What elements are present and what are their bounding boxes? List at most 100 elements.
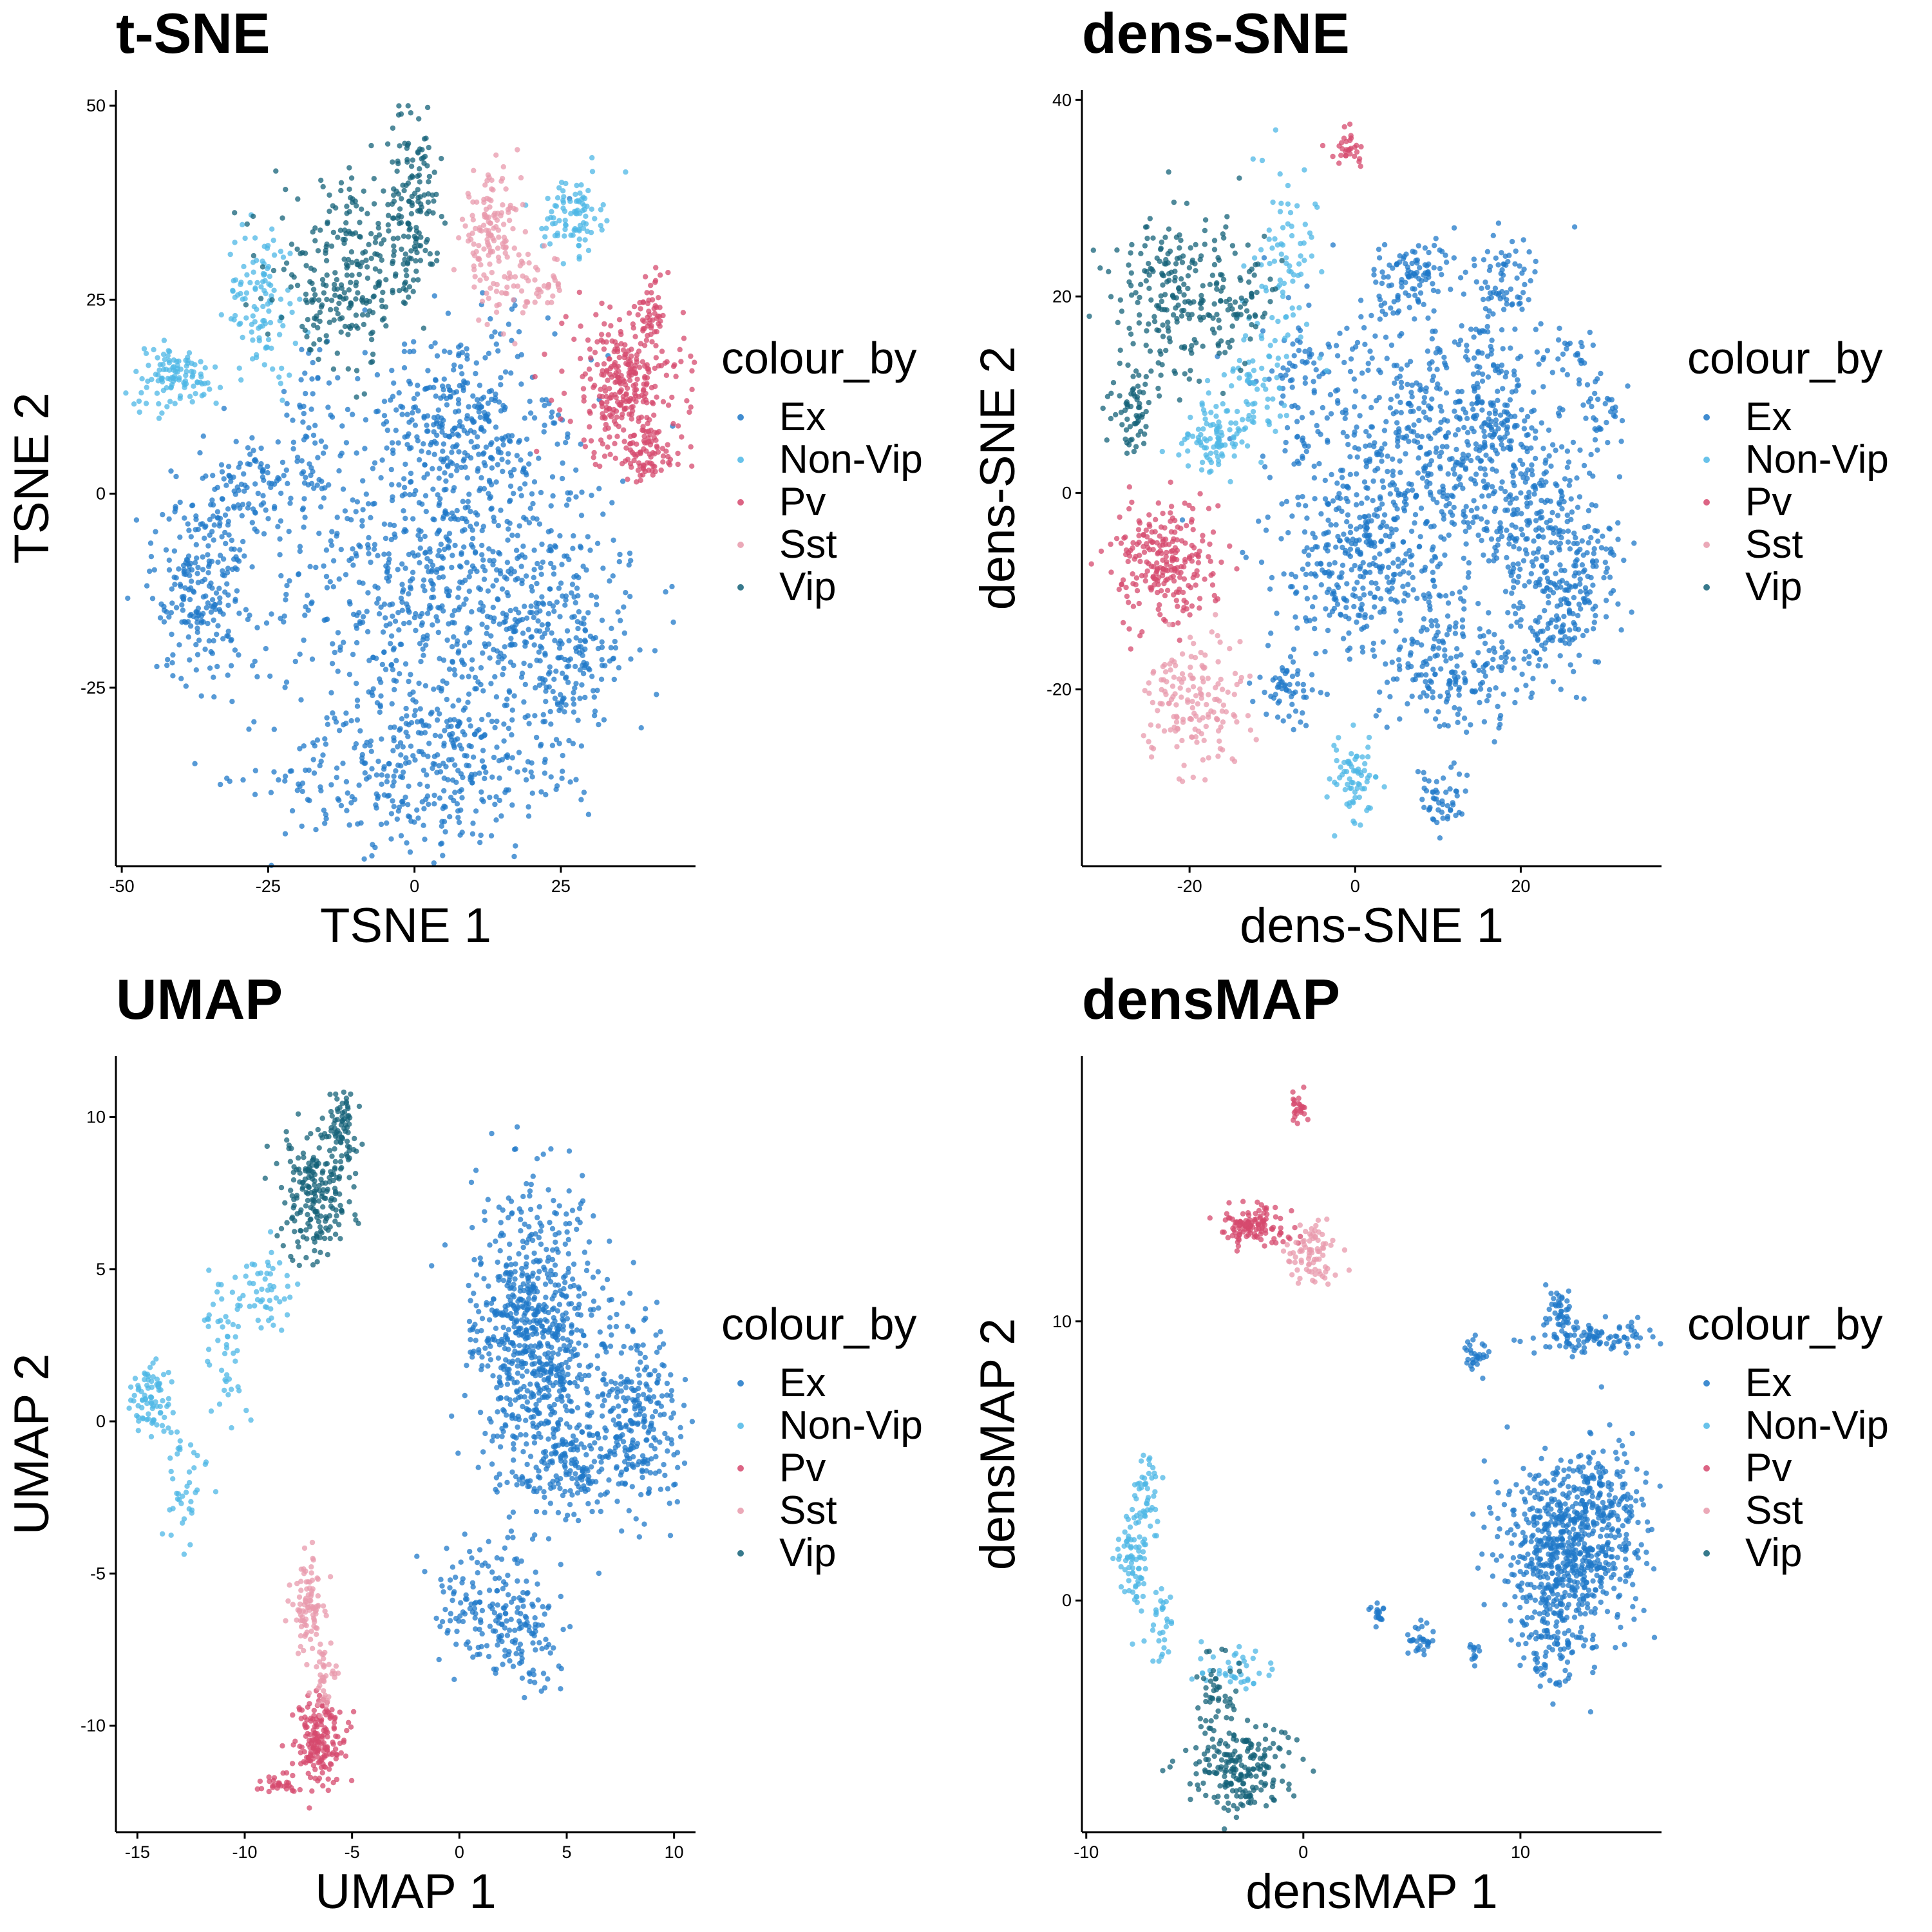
- point-ex: [435, 605, 441, 611]
- point-ex: [1452, 674, 1457, 680]
- point-sst: [493, 152, 499, 158]
- point-sst: [484, 321, 490, 328]
- point-ex: [204, 605, 209, 611]
- point-ex: [1533, 556, 1539, 562]
- point-ex: [300, 506, 307, 511]
- point-vip: [330, 366, 337, 372]
- point-ex: [1354, 339, 1361, 346]
- point-ex: [1293, 574, 1299, 580]
- point-ex: [1331, 605, 1338, 612]
- point-vip: [323, 283, 329, 289]
- point-ex: [149, 596, 156, 601]
- point-ex: [1343, 605, 1349, 611]
- point-ex: [497, 797, 502, 804]
- point-ex: [1417, 290, 1424, 296]
- point-ex: [1533, 527, 1539, 533]
- point-ex: [1313, 573, 1319, 579]
- x-tick-label: -25: [256, 876, 281, 896]
- point-ex: [408, 470, 414, 477]
- point-vip: [417, 258, 424, 263]
- point-non-vip: [240, 296, 245, 302]
- point-ex: [393, 407, 399, 413]
- point-ex: [211, 674, 216, 680]
- point-ex: [324, 715, 330, 721]
- point-vip: [383, 277, 389, 283]
- point-ex: [587, 547, 593, 553]
- point-vip: [341, 240, 347, 246]
- point-non-vip: [217, 384, 223, 390]
- point-ex: [522, 481, 528, 487]
- point-ex: [301, 403, 307, 410]
- point-ex: [1574, 550, 1580, 556]
- point-ex: [390, 798, 395, 804]
- point-sst: [502, 250, 508, 256]
- point-ex: [609, 500, 615, 506]
- point-ex: [628, 558, 634, 564]
- point-vip: [410, 157, 415, 163]
- point-ex: [1361, 394, 1367, 400]
- point-ex: [437, 769, 444, 775]
- point-ex: [559, 699, 565, 705]
- point-pv: [616, 317, 623, 323]
- point-ex: [427, 384, 433, 390]
- point-ex: [164, 662, 170, 668]
- point-ex: [444, 402, 450, 408]
- point-sst: [488, 220, 494, 226]
- point-ex: [401, 587, 406, 592]
- point-ex: [1409, 383, 1415, 388]
- point-ex: [1414, 672, 1419, 678]
- point-non-vip: [137, 409, 142, 415]
- point-ex: [1371, 444, 1377, 450]
- point-ex: [1532, 269, 1538, 275]
- point-ex: [476, 585, 482, 591]
- point-vip: [346, 287, 352, 293]
- point-non-vip: [201, 392, 207, 397]
- point-ex: [400, 744, 406, 750]
- point-ex: [455, 397, 462, 402]
- point-non-vip: [207, 386, 213, 392]
- point-pv: [558, 416, 564, 422]
- point-sst: [550, 293, 556, 299]
- point-ex: [1312, 544, 1318, 550]
- point-ex: [1464, 439, 1470, 445]
- point-ex: [194, 625, 200, 631]
- point-ex: [233, 554, 239, 560]
- point-ex: [283, 591, 289, 598]
- point-ex: [1490, 442, 1495, 448]
- point-ex: [469, 831, 476, 837]
- point-ex: [495, 446, 501, 452]
- point-ex: [479, 621, 485, 627]
- point-ex: [383, 667, 389, 672]
- point-pv: [659, 348, 665, 354]
- point-pv: [578, 323, 583, 329]
- point-ex: [1390, 572, 1397, 578]
- point-pv: [620, 347, 627, 353]
- point-ex: [233, 439, 239, 444]
- point-ex: [589, 674, 595, 679]
- point-ex: [1321, 531, 1327, 537]
- point-sst: [494, 217, 500, 223]
- point-ex: [444, 696, 450, 703]
- point-ex: [166, 567, 173, 573]
- point-ex: [591, 694, 597, 700]
- point-ex: [198, 620, 204, 626]
- point-ex: [476, 409, 482, 415]
- point-non-vip: [573, 191, 578, 197]
- point-ex: [553, 668, 559, 674]
- point-ex: [1397, 333, 1403, 339]
- point-pv: [591, 403, 597, 409]
- point-ex: [464, 630, 469, 636]
- point-ex: [301, 637, 307, 643]
- point-ex: [329, 529, 335, 535]
- point-pv: [591, 450, 597, 456]
- point-non-vip: [139, 376, 145, 382]
- point-ex: [1421, 616, 1427, 622]
- point-ex: [186, 527, 192, 533]
- point-ex: [1444, 613, 1451, 619]
- point-ex: [410, 753, 416, 759]
- point-ex: [1566, 583, 1573, 589]
- point-ex: [468, 439, 474, 445]
- point-ex: [540, 601, 547, 607]
- point-pv: [563, 314, 569, 319]
- point-vip: [439, 214, 444, 220]
